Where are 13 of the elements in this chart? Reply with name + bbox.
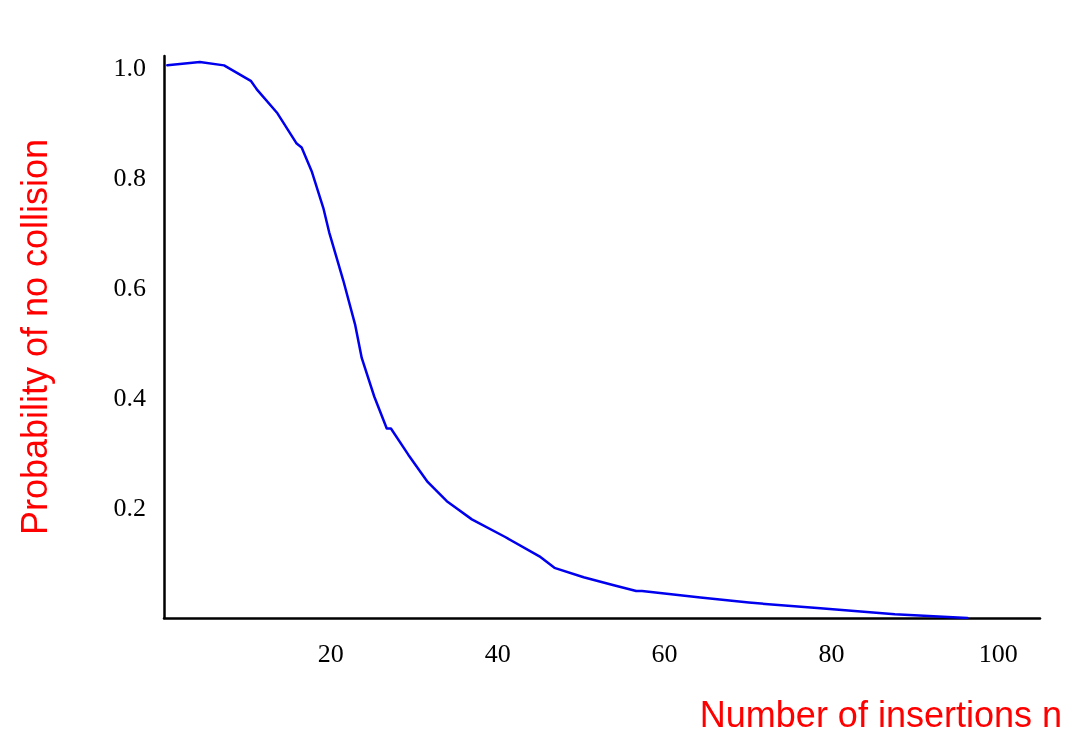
y-tick-label: 0.2: [113, 493, 146, 523]
line-series: [166, 60, 969, 620]
x-tick-label: 20: [317, 638, 344, 668]
y-axis-title: Probability of no collision: [13, 138, 55, 536]
x-tick-label: 100: [978, 638, 1018, 668]
y-tick-label: 0.8: [113, 162, 146, 192]
y-tick-label: 1.0: [113, 52, 146, 82]
y-tick-label: 0.4: [113, 383, 146, 413]
x-tick-label: 60: [651, 638, 678, 668]
x-tick-label: 80: [818, 638, 845, 668]
x-tick-label: 40: [484, 638, 511, 668]
y-tick-label: 0.6: [113, 272, 146, 302]
x-axis-title: Number of insertions n: [699, 693, 1062, 735]
